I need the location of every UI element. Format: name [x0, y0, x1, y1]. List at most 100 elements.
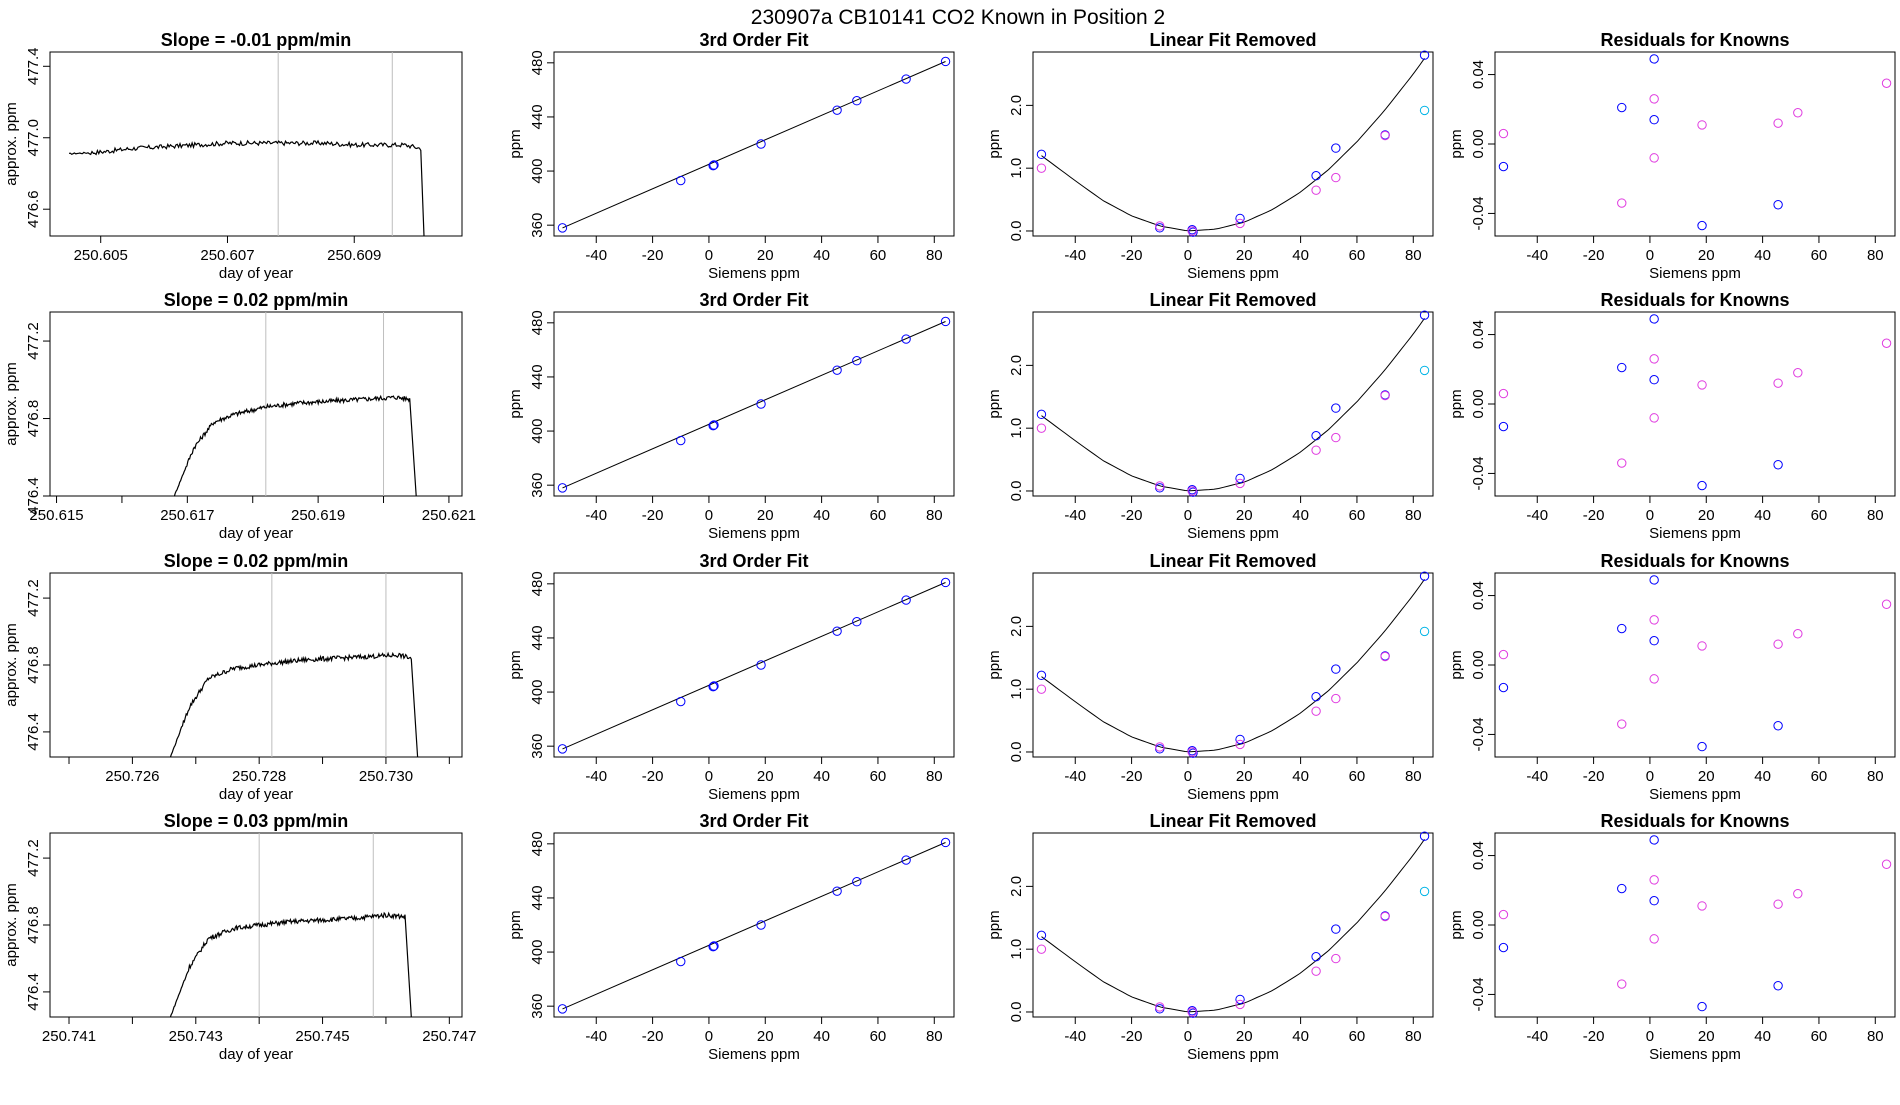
linear-point-magenta — [1036, 423, 1047, 433]
fit-line — [562, 321, 946, 489]
x-tick-label: 250.605 — [74, 247, 128, 264]
linear-title: Linear Fit Removed — [1149, 551, 1316, 571]
linear-point-blue — [1419, 310, 1430, 320]
x-tick-label: 20 — [757, 1028, 774, 1045]
linear-frame — [1032, 51, 1434, 237]
linear-point-magenta — [1311, 185, 1321, 195]
fit-point — [832, 105, 842, 115]
linear-point-magenta — [1036, 163, 1047, 173]
y-tick-label: 0.0 — [1008, 481, 1025, 502]
y-tick-label: 0.04 — [1470, 841, 1487, 870]
y-tick-label: 400 — [529, 159, 546, 184]
fit-line — [562, 582, 946, 750]
y-tick-label: 477.2 — [25, 322, 42, 360]
x-tick-label: -40 — [585, 768, 607, 785]
x-tick-label: -20 — [1121, 247, 1143, 264]
linear-point-blue — [1331, 403, 1341, 413]
fit-frame — [553, 51, 955, 237]
linear-point-cyan — [1419, 105, 1430, 116]
y-tick-label: 0.0 — [1008, 221, 1025, 242]
fit-point — [557, 223, 568, 233]
linear-point-magenta — [1187, 1007, 1197, 1017]
x-tick-label: -40 — [1064, 768, 1086, 785]
resid-panel: -40 -20 0 20 40 60 80 -0.04 0.00 0.04 Residuals fo… — [1448, 290, 1896, 542]
panel-row: 250.726 250.728 250.730 476.4 476.8 477.2 Slop… — [3, 551, 1896, 803]
linear-panel: -40 -20 0 20 40 60 80 0.0 1.0 2.0 Linear Fit Remov… — [986, 811, 1434, 1063]
y-tick-label: 360 — [529, 213, 546, 238]
x-tick-label: 20 — [1698, 247, 1715, 264]
trace-title: Slope = 0.03 ppm/min — [164, 811, 349, 831]
fit-point — [676, 435, 686, 446]
linear-xlabel: Siemens ppm — [1187, 786, 1279, 803]
trace-title: Slope = 0.02 ppm/min — [164, 551, 349, 571]
fit-point — [940, 837, 951, 848]
linear-point-magenta — [1235, 739, 1245, 750]
linear-point-blue — [1036, 409, 1047, 420]
linear-point-blue — [1235, 734, 1245, 745]
linear-point-blue — [1331, 664, 1341, 674]
x-tick-label: 40 — [1754, 247, 1771, 264]
fit-point — [557, 744, 568, 754]
linear-point-blue — [1036, 670, 1047, 681]
x-tick-label: 20 — [1236, 247, 1253, 264]
linear-title: Linear Fit Removed — [1149, 290, 1316, 310]
x-tick-label: 40 — [813, 247, 830, 264]
trace-line — [169, 651, 419, 758]
trace-xlabel: day of year — [219, 786, 293, 803]
linear-point-blue — [1188, 227, 1198, 237]
x-tick-label: -20 — [642, 768, 664, 785]
fit-point — [901, 595, 911, 605]
fit-xlabel: Siemens ppm — [708, 786, 800, 803]
y-tick-label: 1.0 — [1008, 158, 1025, 179]
linear-point-blue — [1188, 748, 1198, 758]
linear-point-magenta — [1331, 693, 1341, 704]
resid-point-blue — [1773, 200, 1783, 210]
linear-xlabel: Siemens ppm — [1187, 265, 1279, 282]
x-tick-label: 40 — [1754, 507, 1771, 524]
resid-point-blue — [1649, 895, 1659, 906]
x-tick-label: 20 — [1236, 507, 1253, 524]
fit-point — [756, 920, 766, 930]
resid-point-magenta — [1649, 413, 1659, 423]
fit-frame — [553, 832, 955, 1018]
fit-panel: -40 -20 0 20 40 60 80 360 400 440 480 3rd Order Fit… — [507, 551, 955, 803]
x-tick-label: 80 — [1867, 768, 1884, 785]
linear-point-magenta — [1235, 218, 1245, 229]
resid-point-magenta — [1697, 901, 1707, 911]
linear-ylabel: ppm — [986, 389, 1003, 418]
resid-point-magenta — [1773, 899, 1783, 909]
trace-line — [68, 139, 425, 237]
trace-line — [173, 394, 417, 497]
x-tick-label: 250.607 — [200, 247, 254, 264]
fit-ylabel: ppm — [507, 650, 524, 679]
fit-line — [562, 842, 946, 1010]
x-tick-label: 20 — [1698, 768, 1715, 785]
resid-point-magenta — [1617, 198, 1627, 208]
x-tick-label: 80 — [926, 507, 943, 524]
fit-title: 3rd Order Fit — [699, 811, 808, 831]
trace-frame — [49, 51, 463, 237]
linear-panel: -40 -20 0 20 40 60 80 0.0 1.0 2.0 Linear Fit Remov… — [986, 30, 1434, 282]
x-tick-label: 40 — [1292, 247, 1309, 264]
resid-point-blue — [1697, 741, 1707, 752]
linear-point-blue — [1331, 143, 1341, 153]
resid-point-blue — [1649, 635, 1659, 646]
linear-point-magenta — [1380, 651, 1390, 662]
resid-point-magenta — [1773, 639, 1783, 649]
linear-point-magenta — [1380, 390, 1390, 401]
resid-point-magenta — [1617, 979, 1627, 989]
y-tick-label: 440 — [529, 104, 546, 129]
resid-title: Residuals for Knowns — [1600, 290, 1789, 310]
resid-point-blue — [1773, 460, 1783, 470]
resid-xlabel: Siemens ppm — [1649, 265, 1741, 282]
resid-point-blue — [1649, 374, 1659, 385]
linear-point-blue — [1311, 171, 1321, 181]
fit-point — [708, 160, 718, 171]
fit-point — [557, 1004, 568, 1014]
y-tick-label: 440 — [529, 364, 546, 389]
x-tick-label: 60 — [1811, 507, 1828, 524]
fit-point — [709, 420, 719, 430]
resid-point-blue — [1617, 362, 1627, 373]
x-tick-label: 0 — [1646, 247, 1654, 264]
